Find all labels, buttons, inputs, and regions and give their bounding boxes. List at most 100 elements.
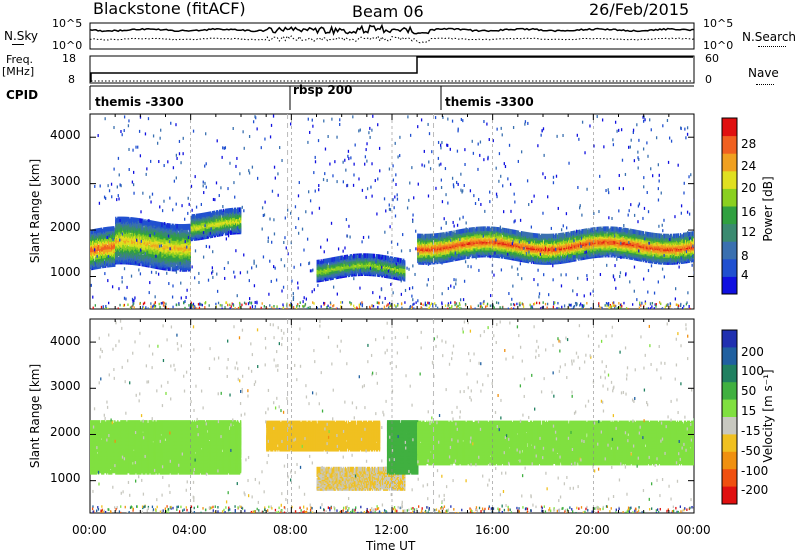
power-cell bbox=[102, 241, 104, 246]
power-cell bbox=[334, 256, 336, 262]
power-cell bbox=[404, 260, 406, 265]
power-cell bbox=[129, 254, 131, 260]
power-cell bbox=[337, 256, 339, 261]
power-cell bbox=[430, 236, 432, 242]
power-cell bbox=[122, 247, 124, 252]
power-cell bbox=[144, 258, 146, 263]
power-cell bbox=[140, 218, 142, 224]
power-cell bbox=[138, 218, 140, 223]
power-cell bbox=[193, 226, 195, 232]
power-cell bbox=[170, 237, 172, 243]
power-cell bbox=[219, 224, 222, 230]
power-cell bbox=[320, 267, 322, 273]
power-cell bbox=[146, 255, 148, 261]
power-cell bbox=[375, 267, 378, 273]
power-cell bbox=[106, 244, 108, 250]
power-cell bbox=[162, 232, 164, 237]
power-cell bbox=[335, 269, 337, 274]
power-cell bbox=[236, 213, 239, 218]
power-cell bbox=[375, 254, 378, 259]
power-cell bbox=[116, 237, 118, 243]
power-cell bbox=[211, 222, 214, 227]
power-cell bbox=[125, 245, 127, 251]
power-cell bbox=[419, 233, 421, 239]
power-cell bbox=[324, 275, 326, 280]
power-cell bbox=[427, 250, 429, 256]
power-cell bbox=[442, 232, 444, 237]
power-cell bbox=[108, 241, 110, 247]
power-cell bbox=[220, 227, 223, 233]
power-cell bbox=[123, 250, 125, 255]
power-cell bbox=[234, 207, 237, 213]
power-cell bbox=[189, 234, 191, 240]
power-cell bbox=[176, 223, 178, 229]
power-cell bbox=[203, 212, 206, 218]
power-cell bbox=[144, 219, 146, 224]
power-cell bbox=[128, 223, 130, 229]
power-cell bbox=[364, 253, 367, 258]
power-cell bbox=[139, 261, 141, 267]
power-cell bbox=[98, 244, 100, 250]
power-cell bbox=[439, 259, 441, 264]
power-cell bbox=[237, 224, 240, 229]
power-cell bbox=[130, 236, 132, 242]
power-cell bbox=[325, 262, 327, 268]
power-cell bbox=[320, 259, 322, 264]
power-cell bbox=[227, 230, 230, 236]
power-cell bbox=[187, 232, 189, 237]
power-cell bbox=[162, 240, 164, 246]
power-cell bbox=[338, 265, 340, 271]
power-cell bbox=[151, 263, 153, 269]
power-cell bbox=[128, 253, 130, 258]
power-cell bbox=[101, 227, 103, 233]
power-cell bbox=[440, 240, 442, 246]
power-cell bbox=[337, 264, 339, 270]
power-cell bbox=[182, 254, 184, 260]
power-cell bbox=[388, 271, 391, 276]
power-cell bbox=[440, 232, 442, 238]
power-cell bbox=[438, 239, 440, 245]
power-cell bbox=[127, 225, 129, 230]
power-cell bbox=[317, 263, 319, 269]
power-cell bbox=[348, 255, 351, 261]
power-cell bbox=[434, 257, 436, 262]
power-cell bbox=[161, 229, 163, 234]
power-cell bbox=[213, 210, 216, 216]
power-cell bbox=[144, 224, 146, 230]
power-cell bbox=[138, 257, 140, 262]
power-cell bbox=[237, 226, 240, 232]
power-cell bbox=[356, 264, 359, 270]
power-cell bbox=[128, 216, 130, 222]
power-cell bbox=[341, 261, 343, 266]
power-cell bbox=[388, 268, 391, 274]
power-cell bbox=[176, 240, 178, 246]
power-cell bbox=[239, 222, 242, 228]
power-cell bbox=[403, 276, 405, 282]
power-cell bbox=[343, 259, 345, 264]
power-cell bbox=[339, 273, 341, 279]
power-cell bbox=[422, 233, 424, 239]
power-cell bbox=[341, 270, 343, 276]
power-cell bbox=[186, 223, 188, 229]
power-cell bbox=[136, 217, 138, 223]
power-cell bbox=[185, 249, 187, 254]
power-cell bbox=[183, 224, 185, 229]
power-cell bbox=[95, 228, 97, 234]
power-cell bbox=[228, 208, 231, 213]
power-cell bbox=[164, 265, 166, 271]
power-cell bbox=[365, 253, 368, 258]
power-cell bbox=[153, 220, 155, 226]
power-cell bbox=[149, 256, 151, 261]
power-cell bbox=[186, 265, 188, 271]
power-cell bbox=[192, 226, 194, 232]
power-cell bbox=[129, 239, 131, 244]
power-cell bbox=[357, 253, 360, 259]
power-cell bbox=[103, 235, 105, 241]
power-cell bbox=[184, 230, 186, 236]
noise-search-line bbox=[89, 34, 695, 44]
power-cell bbox=[127, 232, 129, 237]
power-cell bbox=[111, 229, 113, 234]
power-cell bbox=[167, 262, 169, 267]
power-cell bbox=[340, 255, 342, 261]
